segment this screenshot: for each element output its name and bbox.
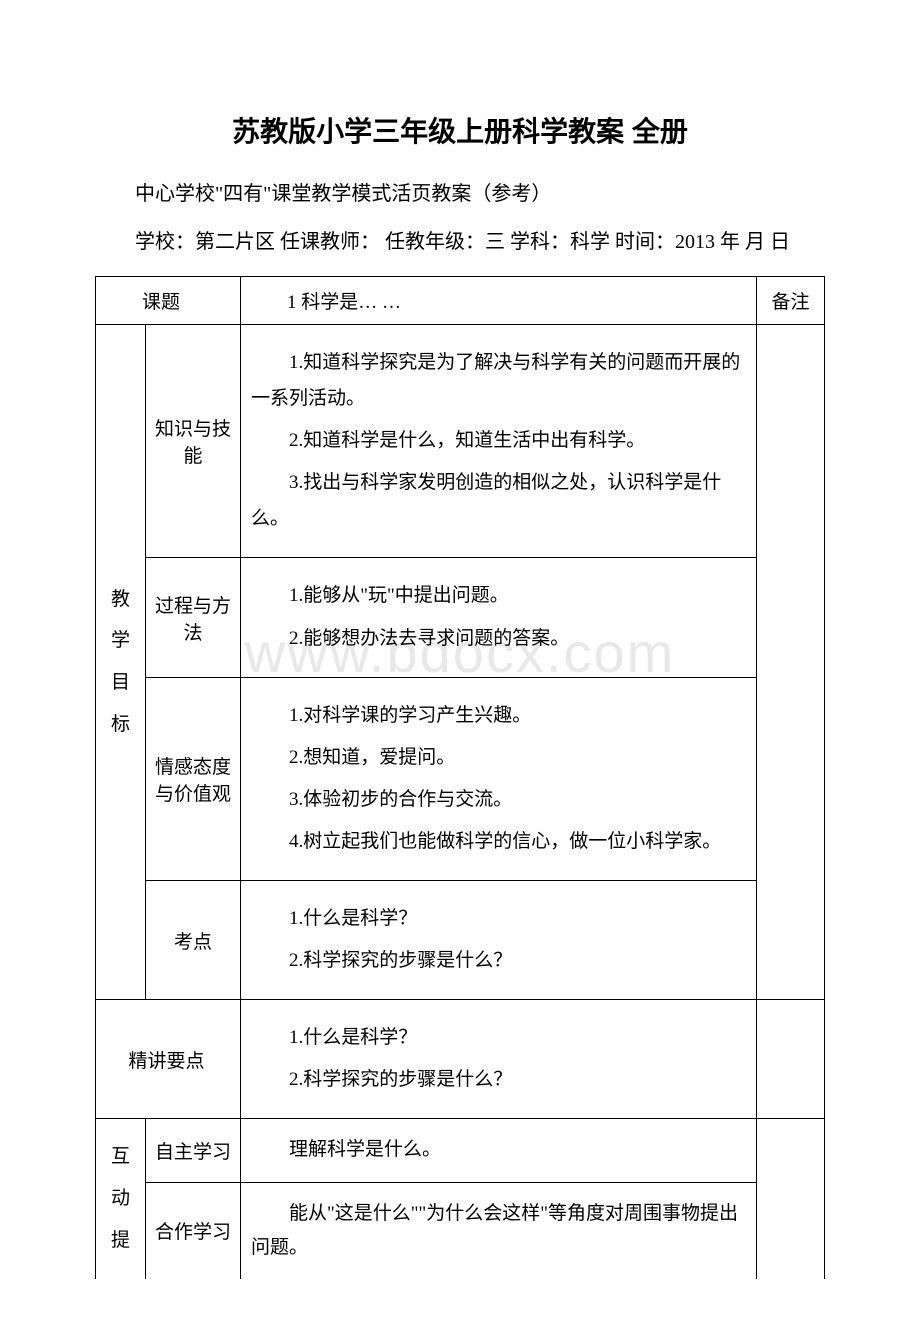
interaction-label: 互 动 提 <box>96 1119 146 1279</box>
self-study-content: 理解科学是什么。 <box>241 1119 757 1182</box>
attitude-item: 4.树立起我们也能做科学的信心，做一位小科学家。 <box>251 824 746 860</box>
page-title: 苏教版小学三年级上册科学教案 全册 <box>95 110 825 150</box>
coop-study-label: 合作学习 <box>146 1182 241 1279</box>
notes-cell <box>757 1119 825 1279</box>
info-line: 学校：第二片区 任课教师： 任教年级：三 学科：科学 时间：2013 年 月 日 <box>95 226 825 258</box>
exam-content: 1.什么是科学？ 2.科学探究的步骤是什么？ <box>241 881 757 1000</box>
header-row: 课题 1 科学是… … 备注 <box>96 277 825 325</box>
exam-item: 1.什么是科学？ <box>251 901 746 937</box>
lesson-title-cell: 1 科学是… … <box>241 277 757 325</box>
attitude-item: 3.体验初步的合作与交流。 <box>251 782 746 818</box>
notes-cell <box>757 1000 825 1119</box>
knowledge-item: 2.知道科学是什么，知道生活中出有科学。 <box>251 423 746 459</box>
exam-label: 考点 <box>146 881 241 1000</box>
attitude-row: 情感态度与价值观 1.对科学课的学习产生兴趣。 2.想知道，爱提问。 3.体验初… <box>96 677 825 880</box>
attitude-item: 2.想知道，爱提问。 <box>251 740 746 776</box>
lesson-plan-table: 课题 1 科学是… … 备注 教 学 目 标 知识与技能 1.知道科学探究是为了… <box>95 276 825 1279</box>
attitude-content: 1.对科学课的学习产生兴趣。 2.想知道，爱提问。 3.体验初步的合作与交流。 … <box>241 677 757 880</box>
exam-item: 2.科学探究的步骤是什么？ <box>251 943 746 979</box>
knowledge-content: 1.知道科学探究是为了解决与科学有关的问题而开展的一系列活动。 2.知道科学是什… <box>241 325 757 558</box>
self-study-label: 自主学习 <box>146 1119 241 1182</box>
process-row: 过程与方法 1.能够从"玩"中提出问题。 2.能够想办法去寻求问题的答案。 <box>96 558 825 677</box>
coop-study-row: 合作学习 能从"这是什么""为什么会这样"等角度对周围事物提出问题。 <box>96 1182 825 1279</box>
keypoints-item: 2.科学探究的步骤是什么？ <box>251 1062 746 1098</box>
process-label: 过程与方法 <box>146 558 241 677</box>
lesson-label-cell: 课题 <box>96 277 241 325</box>
keypoints-label: 精讲要点 <box>96 1000 241 1119</box>
attitude-item: 1.对科学课的学习产生兴趣。 <box>251 698 746 734</box>
process-content: 1.能够从"玩"中提出问题。 2.能够想办法去寻求问题的答案。 <box>241 558 757 677</box>
self-study-row: 互 动 提 自主学习 理解科学是什么。 <box>96 1119 825 1182</box>
knowledge-item: 1.知道科学探究是为了解决与科学有关的问题而开展的一系列活动。 <box>251 345 746 417</box>
attitude-label: 情感态度与价值观 <box>146 677 241 880</box>
keypoints-item: 1.什么是科学？ <box>251 1020 746 1056</box>
exam-row: 考点 1.什么是科学？ 2.科学探究的步骤是什么？ <box>96 881 825 1000</box>
knowledge-label: 知识与技能 <box>146 325 241 558</box>
knowledge-row: 教 学 目 标 知识与技能 1.知道科学探究是为了解决与科学有关的问题而开展的一… <box>96 325 825 558</box>
notes-label-cell: 备注 <box>757 277 825 325</box>
process-item: 2.能够想办法去寻求问题的答案。 <box>251 621 746 657</box>
keypoints-content: 1.什么是科学？ 2.科学探究的步骤是什么？ <box>241 1000 757 1119</box>
notes-cell <box>757 325 825 1000</box>
knowledge-item: 3.找出与科学家发明创造的相似之处，认识科学是什么。 <box>251 465 746 537</box>
goals-label: 教 学 目 标 <box>96 325 146 1000</box>
coop-study-content: 能从"这是什么""为什么会这样"等角度对周围事物提出问题。 <box>241 1182 757 1279</box>
subtitle: 中心学校"四有"课堂教学模式活页教案（参考） <box>95 178 825 210</box>
process-item: 1.能够从"玩"中提出问题。 <box>251 578 746 614</box>
keypoints-row: 精讲要点 1.什么是科学？ 2.科学探究的步骤是什么？ <box>96 1000 825 1119</box>
